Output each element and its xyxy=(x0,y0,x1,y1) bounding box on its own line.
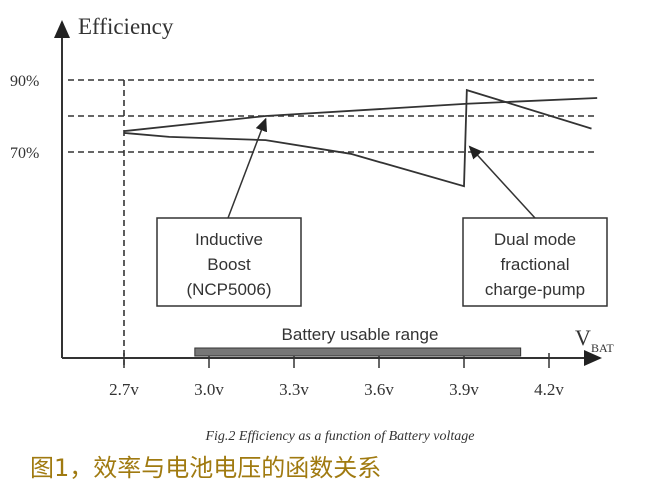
y-tick-label: 70% xyxy=(10,145,39,162)
x-axis-label: V xyxy=(575,325,591,350)
annotation-text: Inductive xyxy=(195,230,263,249)
annotation-text: fractional xyxy=(501,255,570,274)
annotation-box xyxy=(462,217,608,307)
annotation-text: charge-pump xyxy=(485,280,585,299)
y-axis-label: Efficiency xyxy=(78,14,174,39)
annotation-arrow xyxy=(227,117,268,219)
annotation-box xyxy=(156,217,302,307)
x-tick-label: 3.9v xyxy=(449,380,479,399)
annotation-text: Boost xyxy=(207,255,251,274)
annotation-arrow xyxy=(468,145,536,219)
figure-caption-cn: 图1，效率与电池电压的函数关系 xyxy=(30,454,381,482)
battery-range-label: Battery usable range xyxy=(282,325,439,344)
x-tick-label: 3.6v xyxy=(364,380,394,399)
x-tick-label: 3.3v xyxy=(279,380,309,399)
battery-range-bar xyxy=(194,347,522,357)
series-line-0 xyxy=(123,97,598,133)
annotation-text: (NCP5006) xyxy=(186,280,271,299)
x-axis-label-sub: BAT xyxy=(591,341,614,355)
series-line-1 xyxy=(123,88,592,188)
x-tick-label: 3.0v xyxy=(194,380,224,399)
y-tick-label: 90% xyxy=(10,73,39,90)
annotation-text: Dual mode xyxy=(494,230,576,249)
figure-caption: Fig.2 Efficiency as a function of Batter… xyxy=(204,429,474,444)
x-tick-label: 2.7v xyxy=(109,380,139,399)
x-tick-label: 4.2v xyxy=(534,380,564,399)
